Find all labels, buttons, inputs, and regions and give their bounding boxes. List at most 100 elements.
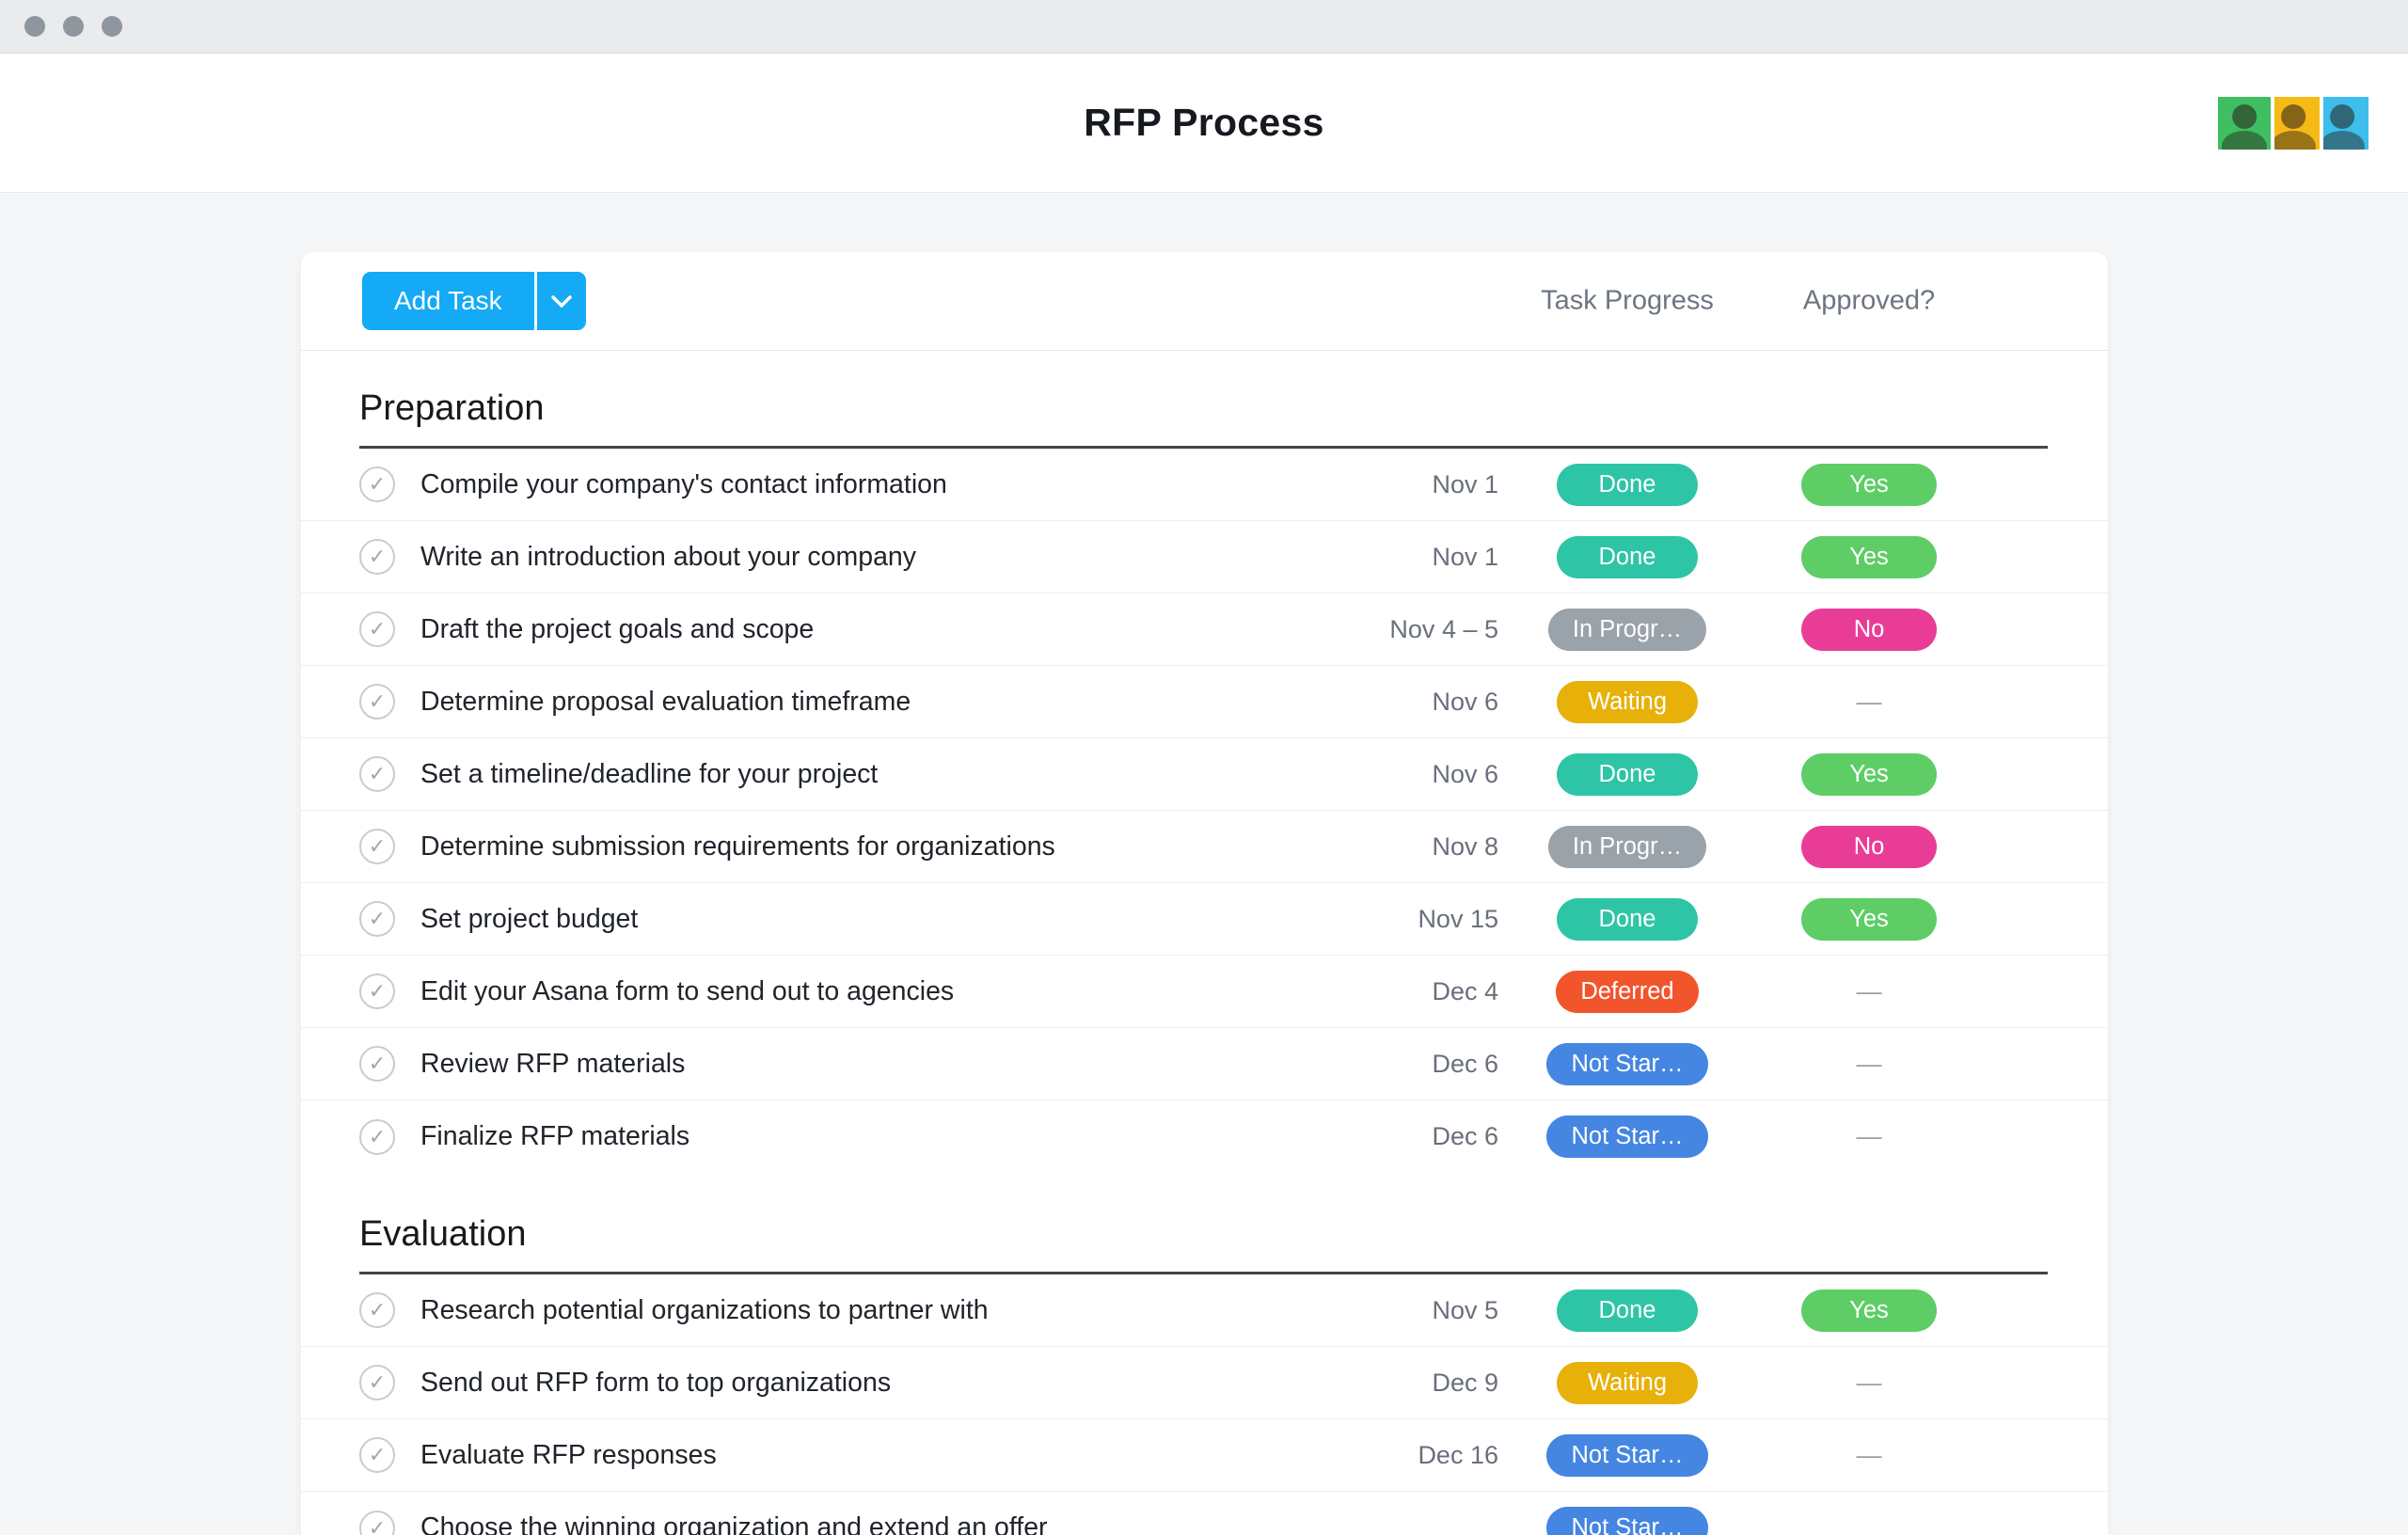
add-task-button[interactable]: Add Task — [362, 272, 537, 330]
task-name[interactable]: Draft the project goals and scope — [420, 613, 815, 644]
column-header-approved: Approved? — [1802, 285, 1936, 316]
task-list-toolbar: Add Task Task Progress Approved? — [301, 252, 2108, 351]
task-progress-badge[interactable]: Done — [1557, 897, 1698, 941]
section-rows: ✓ Compile your company's contact informat… — [301, 449, 2108, 1173]
task-due-date[interactable]: Nov 6 — [1432, 687, 1498, 716]
task-name[interactable]: Edit your Asana form to send out to agen… — [420, 975, 955, 1006]
task-due-date[interactable]: Dec 9 — [1432, 1368, 1498, 1397]
task-approved-badge[interactable]: Yes — [1801, 535, 1937, 578]
task-complete-check-icon[interactable]: ✓ — [359, 1365, 395, 1400]
task-name[interactable]: Compile your company's contact informati… — [420, 468, 947, 499]
task-row[interactable]: ✓ Set a timeline/deadline for your projec… — [301, 738, 2108, 811]
window-control-dot[interactable] — [63, 16, 84, 37]
task-due-date[interactable]: Dec 4 — [1432, 976, 1498, 1005]
task-complete-check-icon[interactable]: ✓ — [359, 756, 395, 792]
task-due-date[interactable]: Dec 6 — [1432, 1122, 1498, 1150]
task-approved-badge[interactable]: No — [1801, 608, 1937, 651]
task-name[interactable]: Determine submission requirements for or… — [420, 831, 1055, 862]
task-approved-badge[interactable]: Yes — [1801, 752, 1937, 796]
task-complete-check-icon[interactable]: ✓ — [359, 901, 395, 937]
task-progress-badge[interactable]: Deferred — [1556, 970, 1699, 1013]
task-name[interactable]: Determine proposal evaluation timeframe — [420, 686, 911, 717]
task-name[interactable]: Review RFP materials — [420, 1048, 686, 1079]
task-row[interactable]: ✓ Finalize RFP materials Dec 6 Not Star… — — [301, 1100, 2108, 1173]
task-due-date[interactable]: Dec 16 — [1418, 1440, 1498, 1469]
task-progress-badge[interactable]: Not Star… — [1546, 1507, 1708, 1535]
task-complete-check-icon[interactable]: ✓ — [359, 539, 395, 575]
task-row[interactable]: ✓ Draft the project goals and scope Nov 4 … — [301, 593, 2108, 666]
teammate-avatar-blue[interactable] — [2316, 96, 2368, 150]
task-name[interactable]: Choose the winning organization and exte… — [420, 1512, 1048, 1535]
task-name[interactable]: Research potential organizations to part… — [420, 1294, 989, 1325]
task-approved-badge[interactable]: Yes — [1801, 463, 1937, 506]
task-complete-check-icon[interactable]: ✓ — [359, 1046, 395, 1082]
window-control-dot[interactable] — [102, 16, 122, 37]
task-row[interactable]: ✓ Research potential organizations to par… — [301, 1274, 2108, 1347]
task-row[interactable]: ✓ Choose the winning organization and ext… — [301, 1492, 2108, 1535]
task-row[interactable]: ✓ Edit your Asana form to send out to age… — [301, 956, 2108, 1028]
task-complete-check-icon[interactable]: ✓ — [359, 684, 395, 720]
task-approved-badge[interactable]: Yes — [1801, 1289, 1937, 1332]
task-complete-check-icon[interactable]: ✓ — [359, 467, 395, 502]
teammate-avatar-yellow[interactable] — [2267, 96, 2320, 150]
task-progress-badge[interactable]: Done — [1557, 752, 1698, 796]
task-approved-cell: — — [1756, 688, 1982, 717]
task-progress-badge[interactable]: Done — [1557, 1289, 1698, 1332]
approved-empty-dash: — — [1856, 687, 1882, 716]
task-row[interactable]: ✓ Determine submission requirements for o… — [301, 811, 2108, 883]
teammate-avatar-green[interactable] — [2218, 96, 2271, 150]
task-progress-badge[interactable]: Waiting — [1557, 680, 1698, 723]
task-due-date[interactable]: Nov 15 — [1418, 904, 1498, 933]
approved-empty-dash: — — [1856, 976, 1882, 1005]
task-name[interactable]: Send out RFP form to top organizations — [420, 1367, 892, 1398]
chevron-down-icon — [550, 294, 572, 308]
task-row[interactable]: ✓ Review RFP materials Dec 6 Not Star… — — [301, 1028, 2108, 1100]
task-progress-badge[interactable]: In Progr… — [1547, 825, 1707, 868]
task-complete-check-icon[interactable]: ✓ — [359, 611, 395, 647]
task-complete-check-icon[interactable]: ✓ — [359, 1510, 395, 1535]
task-complete-check-icon[interactable]: ✓ — [359, 1437, 395, 1473]
task-due-date[interactable]: Nov 6 — [1432, 759, 1498, 788]
task-approved-badge[interactable]: Yes — [1801, 897, 1937, 941]
task-progress-cell: Not Star… — [1498, 1433, 1756, 1477]
task-due-date[interactable]: Dec 6 — [1432, 1049, 1498, 1078]
task-progress-cell: Done — [1498, 535, 1756, 578]
task-row[interactable]: ✓ Evaluate RFP responses Dec 16 Not Star… — — [301, 1419, 2108, 1492]
task-row[interactable]: ✓ Send out RFP form to top organizations D… — [301, 1347, 2108, 1419]
task-row[interactable]: ✓ Compile your company's contact informat… — [301, 449, 2108, 521]
task-progress-badge[interactable]: Not Star… — [1546, 1116, 1708, 1158]
task-name[interactable]: Set project budget — [420, 903, 639, 934]
task-name[interactable]: Set a timeline/deadline for your project — [420, 758, 879, 789]
task-progress-badge[interactable]: Done — [1557, 535, 1698, 578]
task-progress-cell: Not Star… — [1498, 1507, 1756, 1535]
task-progress-badge[interactable]: In Progr… — [1547, 608, 1707, 651]
task-complete-check-icon[interactable]: ✓ — [359, 1118, 395, 1155]
task-due-date[interactable]: Nov 4 – 5 — [1389, 614, 1498, 643]
task-name[interactable]: Finalize RFP materials — [420, 1121, 690, 1151]
task-row[interactable]: ✓ Set project budget Nov 15 Done Yes — [301, 883, 2108, 956]
task-row[interactable]: ✓ Write an introduction about your compan… — [301, 521, 2108, 593]
task-due-date[interactable]: Nov 5 — [1432, 1295, 1498, 1324]
task-approved-badge[interactable]: No — [1801, 825, 1937, 868]
section-title[interactable]: Preparation — [359, 351, 2048, 449]
section-title[interactable]: Evaluation — [359, 1173, 2048, 1274]
task-progress-cell: Waiting — [1498, 1361, 1756, 1404]
window-control-dot[interactable] — [24, 16, 45, 37]
task-name[interactable]: Evaluate RFP responses — [420, 1439, 717, 1470]
task-section: Preparation ✓ Compile your company's conta… — [301, 351, 2108, 1173]
task-name[interactable]: Write an introduction about your company — [420, 541, 917, 572]
task-complete-check-icon[interactable]: ✓ — [359, 829, 395, 864]
task-due-date[interactable]: Nov 1 — [1432, 542, 1498, 571]
task-complete-check-icon[interactable]: ✓ — [359, 1292, 395, 1328]
task-due-date[interactable]: Nov 8 — [1432, 831, 1498, 861]
avatar-group — [2218, 96, 2368, 150]
task-row[interactable]: ✓ Determine proposal evaluation timeframe… — [301, 666, 2108, 738]
task-progress-badge[interactable]: Not Star… — [1546, 1433, 1708, 1477]
task-progress-badge[interactable]: Not Star… — [1546, 1042, 1708, 1085]
task-progress-badge[interactable]: Waiting — [1557, 1361, 1698, 1404]
task-progress-badge[interactable]: Done — [1557, 463, 1698, 506]
column-header-task-progress: Task Progress — [1541, 285, 1714, 316]
task-complete-check-icon[interactable]: ✓ — [359, 973, 395, 1009]
add-task-dropdown-button[interactable] — [536, 272, 586, 330]
task-due-date[interactable]: Nov 1 — [1432, 469, 1498, 498]
